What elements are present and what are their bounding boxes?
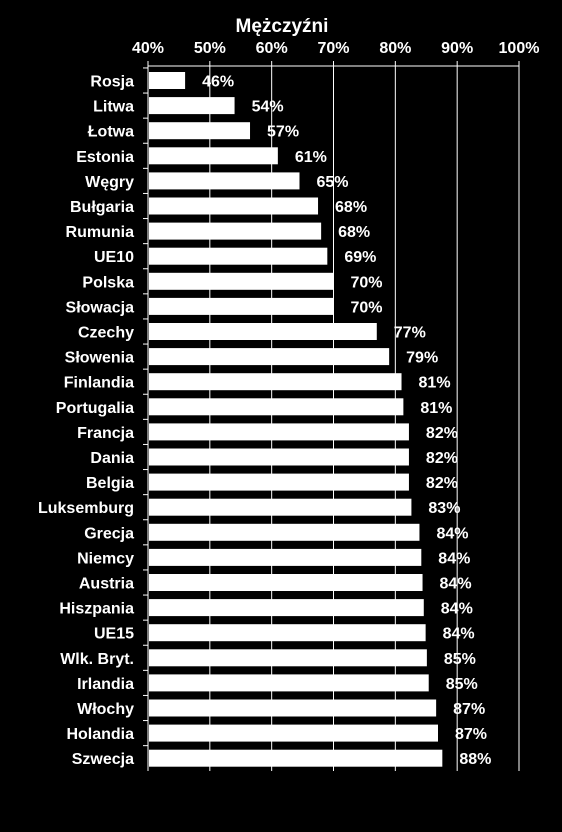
x-tick-label: 90% bbox=[441, 40, 473, 57]
data-label: 85% bbox=[446, 676, 478, 693]
bar bbox=[149, 749, 443, 767]
data-label: 54% bbox=[252, 99, 284, 116]
bar bbox=[149, 72, 186, 89]
x-tick-label: 70% bbox=[317, 40, 349, 57]
category-label: Finlandia bbox=[64, 375, 134, 392]
bar bbox=[149, 699, 437, 717]
bar bbox=[149, 373, 402, 391]
data-label: 81% bbox=[419, 375, 451, 392]
data-label: 70% bbox=[351, 299, 383, 316]
category-label: Szwecja bbox=[72, 751, 134, 768]
category-label: Holandia bbox=[66, 726, 134, 743]
bar bbox=[149, 222, 322, 240]
data-label: 82% bbox=[426, 425, 458, 442]
bar bbox=[149, 323, 377, 340]
data-label: 87% bbox=[455, 726, 487, 743]
bar bbox=[149, 473, 409, 491]
bar bbox=[149, 247, 328, 265]
category-label: Austria bbox=[79, 576, 134, 593]
data-label: 69% bbox=[344, 249, 376, 266]
category-label: Łotwa bbox=[88, 124, 134, 141]
data-label: 82% bbox=[426, 450, 458, 467]
category-label: Włochy bbox=[77, 701, 134, 718]
x-tick-label: 40% bbox=[132, 40, 164, 57]
bars bbox=[149, 72, 443, 767]
bar bbox=[149, 574, 423, 591]
category-label: Polska bbox=[82, 274, 134, 291]
bar bbox=[149, 398, 404, 416]
category-label: Estonia bbox=[76, 149, 134, 166]
data-label: 46% bbox=[202, 74, 234, 91]
bar bbox=[149, 348, 390, 366]
category-label: Rosja bbox=[90, 74, 134, 91]
category-label: Słowacja bbox=[66, 299, 135, 316]
data-label: 84% bbox=[441, 601, 473, 618]
bar bbox=[149, 122, 251, 140]
axes bbox=[143, 61, 520, 771]
x-tick-label: 60% bbox=[256, 40, 288, 57]
x-tick-label: 100% bbox=[499, 40, 540, 57]
bar bbox=[149, 197, 319, 215]
bar bbox=[149, 548, 422, 566]
data-label: 87% bbox=[453, 701, 485, 718]
data-label: 84% bbox=[443, 626, 475, 643]
bar bbox=[149, 272, 334, 290]
bar bbox=[149, 448, 409, 466]
data-label: 70% bbox=[351, 274, 383, 291]
category-label: Belgia bbox=[86, 475, 134, 492]
bar bbox=[149, 423, 409, 441]
bar bbox=[149, 674, 429, 692]
data-label: 65% bbox=[316, 174, 348, 191]
bar bbox=[149, 523, 420, 541]
x-tick-label: 50% bbox=[194, 40, 226, 57]
category-label: Litwa bbox=[93, 99, 134, 116]
category-label: UE10 bbox=[94, 249, 134, 266]
data-label: 57% bbox=[267, 124, 299, 141]
category-label: Bułgaria bbox=[70, 199, 134, 216]
bar bbox=[149, 147, 278, 165]
data-label: 83% bbox=[428, 500, 460, 517]
x-tick-label: 80% bbox=[379, 40, 411, 57]
category-label: UE15 bbox=[94, 626, 134, 643]
category-label: Wlk. Bryt. bbox=[60, 651, 134, 668]
category-label: Portugalia bbox=[56, 400, 134, 417]
category-label: Dania bbox=[90, 450, 134, 467]
data-label: 79% bbox=[406, 350, 438, 367]
data-label: 84% bbox=[440, 576, 472, 593]
category-label: Irlandia bbox=[77, 676, 134, 693]
bar bbox=[149, 172, 300, 190]
bar bbox=[149, 599, 424, 617]
chart-title: Mężczyźni bbox=[236, 16, 329, 37]
data-label: 88% bbox=[459, 751, 491, 768]
bar bbox=[149, 624, 426, 642]
category-label: Grecja bbox=[84, 525, 134, 542]
data-label: 85% bbox=[444, 651, 476, 668]
data-label: 81% bbox=[420, 400, 452, 417]
data-label: 68% bbox=[338, 224, 370, 241]
bar bbox=[149, 649, 427, 667]
bar bbox=[149, 97, 235, 115]
category-label: Słowenia bbox=[65, 350, 134, 367]
category-label: Rumunia bbox=[66, 224, 135, 241]
category-label: Francja bbox=[77, 425, 134, 442]
data-label: 84% bbox=[436, 525, 468, 542]
category-label: Czechy bbox=[78, 325, 134, 342]
data-label: 77% bbox=[394, 325, 426, 342]
bar bbox=[149, 724, 438, 742]
data-label: 61% bbox=[295, 149, 327, 166]
data-label: 68% bbox=[335, 199, 367, 216]
category-label: Węgry bbox=[85, 174, 134, 191]
category-label: Hiszpania bbox=[59, 601, 134, 618]
bar bbox=[149, 297, 334, 315]
labels: 40% 50% 60% 70% 80% 90% 100% Rosja 46% Litwa 54% Ło… bbox=[38, 40, 539, 768]
category-label: Niemcy bbox=[77, 550, 134, 567]
data-label: 84% bbox=[438, 550, 470, 567]
bar bbox=[149, 498, 412, 516]
category-label: Luksemburg bbox=[38, 500, 134, 517]
data-label: 82% bbox=[426, 475, 458, 492]
